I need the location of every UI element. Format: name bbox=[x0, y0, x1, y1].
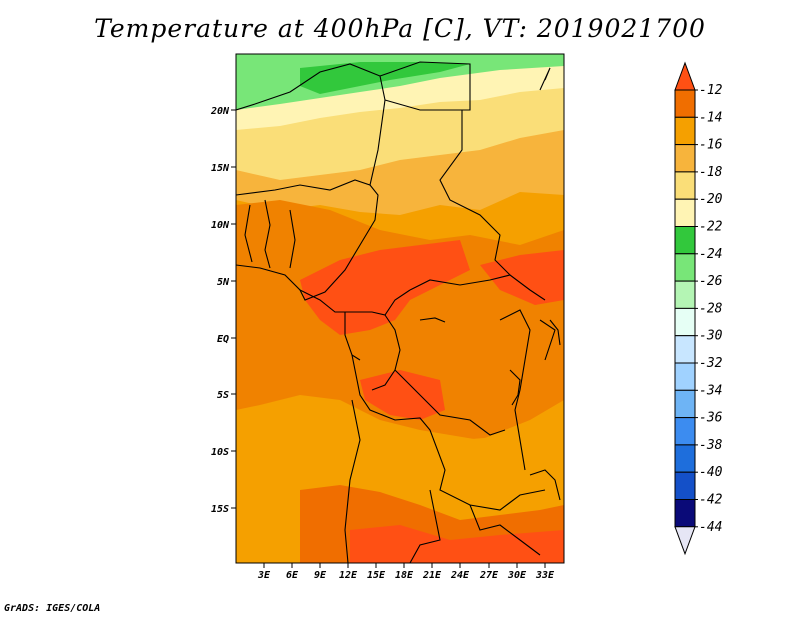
lat-label: 15N bbox=[211, 163, 230, 174]
lon-label: 21E bbox=[422, 570, 442, 581]
lon-label: 18E bbox=[395, 570, 414, 581]
colorbar-swatch bbox=[674, 335, 696, 364]
lat-axis: 20N 15N 10N 5N EQ 5S 10S 15S bbox=[210, 106, 236, 515]
colorbar-swatch bbox=[674, 471, 696, 501]
field-minus14-a bbox=[236, 200, 564, 440]
credit-text: GrADS: IGES/COLA bbox=[4, 603, 101, 614]
colorbar-label: -40 bbox=[699, 465, 723, 480]
country-borders bbox=[236, 61, 561, 563]
field-minus12-c bbox=[360, 370, 445, 420]
lon-label: 9E bbox=[314, 570, 327, 581]
colorbar-swatch bbox=[674, 226, 696, 255]
lat-label: EQ bbox=[217, 334, 229, 345]
map-frame bbox=[235, 53, 565, 564]
colorbar-label: -16 bbox=[699, 138, 723, 153]
colorbar-swatch bbox=[674, 171, 696, 200]
colorbar-label: -30 bbox=[699, 329, 723, 344]
lat-label: 5N bbox=[217, 277, 230, 288]
colorbar-label: -28 bbox=[699, 301, 723, 316]
colorbar-swatch bbox=[674, 116, 696, 146]
field-minus12-b bbox=[480, 250, 564, 305]
colorbar-label: -14 bbox=[699, 110, 722, 125]
colorbar-swatch bbox=[674, 144, 696, 173]
field-minus24 bbox=[300, 62, 470, 94]
lat-label: 10N bbox=[211, 220, 230, 231]
colorbar-label: -24 bbox=[699, 247, 722, 262]
colorbar-swatch bbox=[674, 253, 696, 282]
colorbar-swatch bbox=[674, 89, 696, 118]
colorbar-label: -20 bbox=[699, 192, 723, 207]
colorbar-bottom-arrow bbox=[674, 526, 696, 556]
colorbar-swatch bbox=[674, 198, 696, 227]
colorbar-label: -26 bbox=[699, 274, 723, 289]
colorbar-label: -38 bbox=[699, 438, 723, 453]
lat-label: 5S bbox=[217, 390, 229, 401]
colorbar-top-arrow bbox=[674, 61, 696, 91]
field-minus12-a bbox=[300, 240, 470, 335]
colorbar-label: -32 bbox=[699, 356, 723, 371]
colorbar-swatch bbox=[674, 499, 696, 528]
lat-label: 15S bbox=[211, 504, 229, 515]
colorbar-label: -22 bbox=[699, 220, 723, 235]
lat-label: 20N bbox=[210, 106, 230, 117]
colorbar bbox=[674, 61, 698, 556]
colorbar-labels: -12 -14 -16 -18 -20 -22 -24 -26 -28 -30 -32 -34 -36 -… bbox=[699, 83, 723, 535]
lon-axis: 3E 6E 9E 12E 15E 18E 21E 24E 27E 30E 33E bbox=[257, 563, 555, 581]
colorbar-swatch bbox=[674, 417, 696, 446]
colorbar-label: -34 bbox=[699, 383, 722, 398]
lon-label: 15E bbox=[367, 570, 386, 581]
chart-title: Temperature at 400hPa [C], VT: 201902170… bbox=[94, 14, 706, 43]
lat-label: 10S bbox=[211, 447, 229, 458]
lon-label: 3E bbox=[257, 570, 271, 581]
colorbar-swatch bbox=[674, 444, 696, 473]
lon-label: 6E bbox=[286, 570, 299, 581]
lon-label: 12E bbox=[339, 570, 358, 581]
colorbar-swatch bbox=[674, 362, 696, 391]
lon-label: 24E bbox=[450, 570, 470, 581]
map-field bbox=[236, 54, 564, 563]
lon-label: 27E bbox=[479, 570, 499, 581]
colorbar-swatch bbox=[674, 389, 696, 419]
colorbar-label: -44 bbox=[699, 520, 722, 535]
lon-label: 33E bbox=[535, 570, 555, 581]
colorbar-label: -42 bbox=[699, 493, 723, 508]
field-minus12-south-b bbox=[350, 525, 564, 563]
lon-label: 30E bbox=[507, 570, 527, 581]
colorbar-swatch bbox=[674, 280, 696, 309]
colorbar-label: -18 bbox=[699, 165, 723, 180]
colorbar-label: -36 bbox=[699, 411, 723, 426]
colorbar-swatch bbox=[674, 307, 696, 337]
colorbar-label: -12 bbox=[699, 83, 723, 98]
